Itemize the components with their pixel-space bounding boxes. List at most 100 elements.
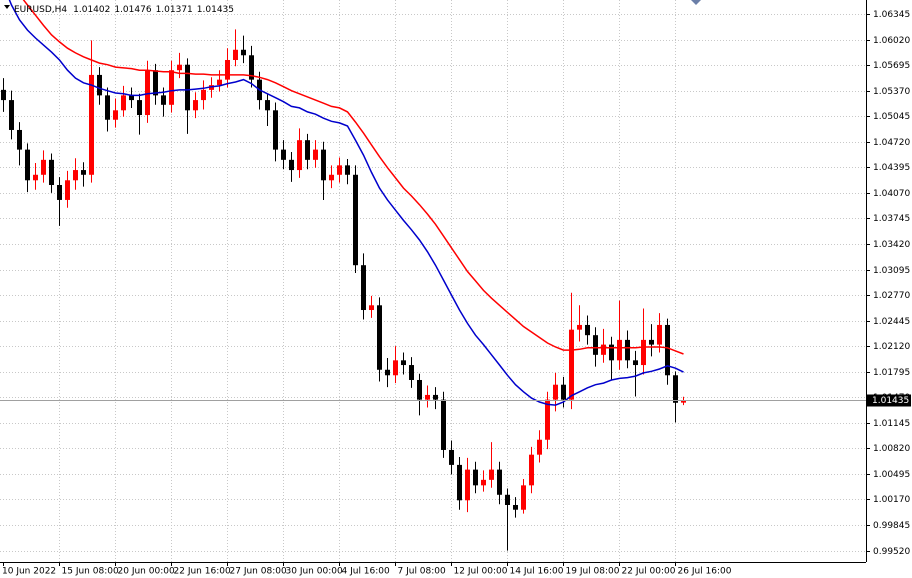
candle-body <box>473 469 478 486</box>
candle-body <box>641 339 646 366</box>
y-tick-label: 1.00820 <box>873 444 910 454</box>
candle-body <box>73 170 78 181</box>
candle-body <box>9 100 14 130</box>
y-tick-label: 1.04720 <box>873 138 910 148</box>
candle-body <box>425 394 430 400</box>
candle-body <box>433 394 438 400</box>
y-tick-label: 1.05695 <box>873 61 910 71</box>
x-tick-label: 30 Jun 00:00 <box>286 567 343 577</box>
candle-body <box>481 479 486 486</box>
candle-body <box>625 339 630 361</box>
y-tick-label: 1.05370 <box>873 87 910 97</box>
candle-body <box>585 324 590 336</box>
candle-body <box>201 89 206 101</box>
x-tick-label: 27 Jun 08:00 <box>230 567 287 577</box>
candle-body <box>145 70 150 116</box>
y-tick-label: 1.06345 <box>873 10 910 20</box>
moving-average-line <box>22 0 684 355</box>
x-tick-label: 26 Jul 16:00 <box>678 567 732 577</box>
y-tick-label: 1.02770 <box>873 291 910 301</box>
y-tick-label: 1.00170 <box>873 495 910 505</box>
candle-body <box>505 494 510 505</box>
candle-body <box>161 95 166 105</box>
candle-body <box>17 129 22 150</box>
last-low: 1.01371 <box>156 5 193 15</box>
last-close: 1.01435 <box>197 5 234 15</box>
candle-body <box>49 159 54 186</box>
candle-body <box>281 149 286 160</box>
y-tick-label: 1.03745 <box>873 214 910 224</box>
candle-body <box>497 469 502 495</box>
y-tick-label: 1.03420 <box>873 240 910 250</box>
last-price-label: 1.01435 <box>872 396 909 406</box>
menu-arrow[interactable] <box>4 5 10 9</box>
candle-body <box>649 339 654 345</box>
candle-body <box>337 165 342 175</box>
x-tick-label: 15 Jun 08:00 <box>62 567 119 577</box>
y-tick-label: 1.03095 <box>873 266 910 276</box>
last-high: 1.01476 <box>114 5 151 15</box>
last-price-box <box>867 394 911 407</box>
candle-body <box>353 174 358 266</box>
candle-body <box>193 100 198 111</box>
candle-body <box>57 185 62 200</box>
x-tick-label: 12 Jul 00:00 <box>454 567 508 577</box>
chart-shift-marker[interactable] <box>691 0 701 5</box>
y-tick-label: 1.01795 <box>873 368 910 378</box>
candle-body <box>609 344 614 361</box>
candle-body <box>633 360 638 366</box>
candle-body <box>137 100 142 116</box>
y-tick-label: 0.99845 <box>873 521 910 531</box>
candle-body <box>385 369 390 376</box>
candle-body <box>217 79 222 86</box>
candle-body <box>185 64 190 111</box>
x-tick-label: 20 Jun 00:00 <box>118 567 175 577</box>
candle-body <box>105 95 110 120</box>
x-tick-label: 14 Jul 16:00 <box>510 567 564 577</box>
candle-body <box>153 70 158 96</box>
candle-body <box>81 170 86 175</box>
plot-area <box>0 0 866 551</box>
y-tick-label: 0.99520 <box>873 547 910 557</box>
candle-body <box>377 305 382 370</box>
candle-body <box>465 469 470 501</box>
candle-body <box>321 149 326 181</box>
y-tick-label: 1.04395 <box>873 163 910 173</box>
candle-body <box>457 464 462 501</box>
candle-body <box>657 324 662 345</box>
candle-body <box>361 265 366 311</box>
y-tick-label: 1.06020 <box>873 36 910 46</box>
candle-body <box>265 100 270 111</box>
grid <box>0 0 866 562</box>
candle-body <box>41 159 46 175</box>
y-tick-label: 1.04070 <box>873 189 910 199</box>
x-tick-label: 19 Jul 08:00 <box>566 567 620 577</box>
candle-body <box>33 174 38 181</box>
moving-average-line <box>8 0 684 406</box>
candle-body <box>297 140 302 171</box>
candle-body <box>89 74 94 175</box>
candle-body <box>553 384 558 400</box>
candle-body <box>593 335 598 355</box>
candle-body <box>681 400 686 403</box>
chart-header: EURUSD,H4 1.01402 1.01476 1.01371 1.01435 <box>14 5 234 15</box>
symbol: EURUSD,H4 <box>14 5 67 15</box>
candle-body <box>313 149 318 160</box>
candle-body <box>601 344 606 355</box>
candle-body <box>113 110 118 120</box>
candle-body <box>401 360 406 366</box>
candle-body <box>489 469 494 480</box>
candle-body <box>129 95 134 101</box>
candle-body <box>1 89 6 101</box>
candle-body <box>577 324 582 330</box>
candle-body <box>665 324 670 376</box>
candle-body <box>529 454 534 486</box>
candle-body <box>441 399 446 450</box>
candle-body <box>249 55 254 80</box>
x-tick-label: 4 Jul 16:00 <box>342 567 391 577</box>
y-tick-label: 1.00495 <box>873 470 910 480</box>
candle-body <box>225 59 230 80</box>
